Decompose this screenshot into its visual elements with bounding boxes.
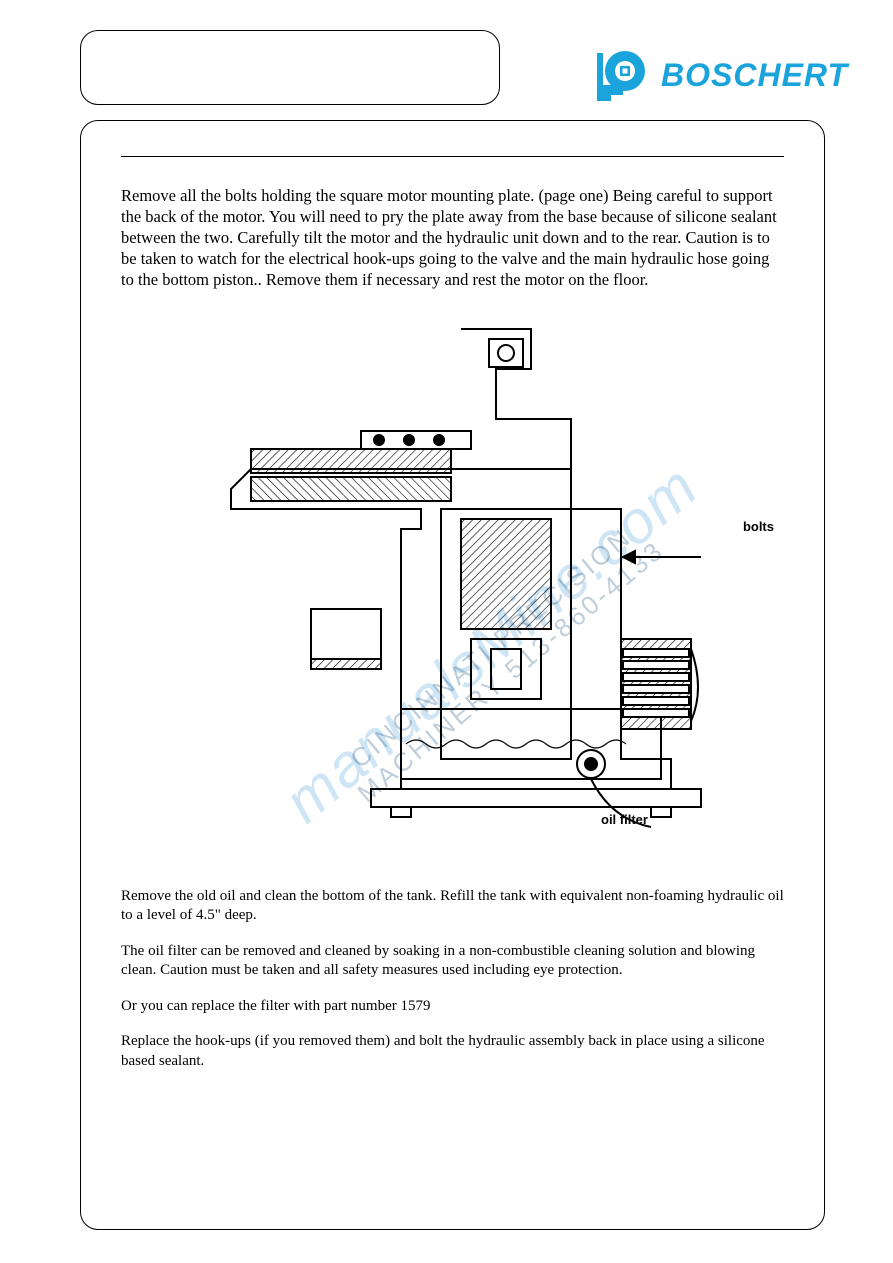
content-frame: Remove all the bolts holding the square … [80,120,825,1230]
paragraph-oil: Remove the old oil and clean the bottom … [121,887,784,926]
paragraph-reassemble: Replace the hook-ups (if you removed the… [121,1032,784,1071]
logo-icon [589,45,649,105]
label-oil-filter: oil filter [601,812,648,827]
brand-logo: BOSCHERT [589,45,848,105]
intro-paragraph: Remove all the bolts holding the square … [121,185,784,291]
title-box [80,30,500,105]
diagram-svg [191,309,711,849]
paragraph-filter-clean: The oil filter can be removed and cleane… [121,942,784,981]
label-bolts: bolts [743,519,774,534]
divider [121,156,784,157]
machine-diagram: manualsMine.com CINCINNATI PRECISION MAC… [121,309,784,869]
paragraph-filter-part: Or you can replace the filter with part … [121,997,784,1017]
brand-name: BOSCHERT [661,57,848,94]
page-header: BOSCHERT [0,20,893,110]
